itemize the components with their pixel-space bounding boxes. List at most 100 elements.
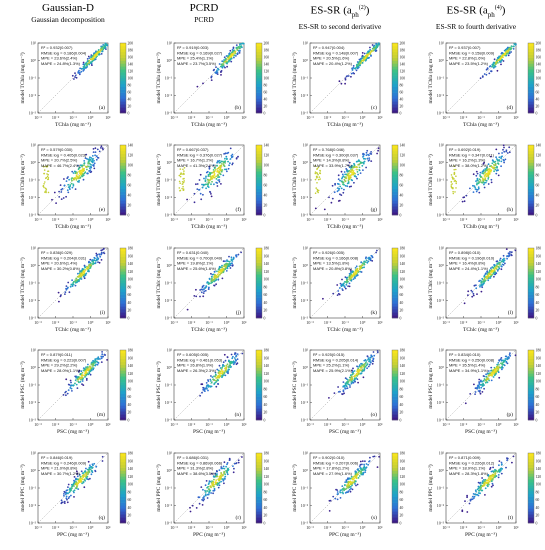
data-point (486, 168, 489, 171)
data-point (65, 390, 67, 393)
data-point (490, 70, 493, 73)
data-point (503, 150, 506, 153)
x-axis-label: PSC (mg m⁻³) (465, 428, 497, 435)
colorbar-tick-label: 160 (400, 254, 406, 258)
colorbar-segment (528, 98, 534, 102)
data-point (353, 370, 356, 372)
data-point (500, 165, 502, 168)
data-point (365, 54, 368, 57)
data-point (219, 375, 222, 378)
data-point (487, 482, 490, 485)
colorbar-segment (392, 464, 398, 468)
data-point (492, 466, 494, 469)
data-point (361, 370, 364, 373)
data-point (351, 68, 354, 71)
colorbar-segment (120, 174, 126, 178)
colorbar-segment (256, 57, 262, 61)
data-point (369, 46, 371, 49)
data-point (183, 172, 185, 175)
data-point (482, 375, 485, 377)
colorbar-tick-label: 20 (128, 204, 132, 208)
data-point (361, 54, 364, 57)
data-point (222, 161, 225, 164)
x-tick-label: 10⁻³ (306, 217, 314, 222)
y-tick-label: 10¹ (167, 41, 173, 46)
colorbar-segment (120, 268, 126, 272)
data-point (490, 267, 492, 270)
data-point (70, 387, 73, 390)
colorbar-segment (528, 303, 534, 307)
data-point (235, 359, 238, 362)
colorbar-segment (392, 177, 398, 181)
colorbar-segment (256, 493, 262, 498)
colorbar-segment (120, 147, 126, 152)
data-point (491, 369, 494, 372)
data-point (505, 54, 508, 57)
data-point (501, 363, 504, 366)
colorbar-tick-label: 60 (536, 184, 540, 188)
colorbar-segment (528, 376, 534, 380)
data-point (217, 379, 220, 382)
data-point (224, 260, 226, 263)
data-point (84, 157, 87, 160)
data-point (233, 467, 235, 470)
stats-text: RMSE log = 0.158(0.009) (449, 50, 495, 55)
colorbar-tick-label: 60 (128, 91, 132, 95)
data-point (223, 165, 226, 168)
data-point (207, 389, 209, 392)
data-point (354, 375, 356, 378)
colorbar-tick-label: 20 (128, 514, 132, 518)
scatter-panel-c: 10⁻³10⁻³10⁻²10⁻²10⁻¹10⁻¹10⁰10⁰10¹10¹TChl… (291, 41, 405, 129)
data-point (363, 263, 366, 266)
data-point (82, 269, 85, 272)
y-tick-label: 10¹ (303, 41, 309, 46)
panel-letter: (a) (99, 104, 105, 111)
data-point (497, 371, 500, 374)
data-point (196, 183, 199, 185)
data-point (217, 160, 220, 163)
colorbar-segment (120, 399, 126, 403)
stats-text: MPE = 31.3%(2.8%) (177, 466, 214, 471)
panel-letter: (f) (236, 206, 242, 213)
data-point (221, 366, 224, 369)
colorbar-segment (392, 482, 398, 486)
data-point (479, 392, 482, 395)
data-point (478, 492, 481, 495)
y-tick-label: 10⁻³ (301, 111, 309, 116)
data-point (57, 291, 60, 294)
x-axis-label: TChla (mg m⁻³) (55, 121, 91, 128)
y-tick-label: 10⁰ (166, 58, 172, 63)
data-point (494, 266, 497, 269)
colorbar-segment (120, 315, 126, 319)
y-tick-label: 10⁻³ (301, 213, 309, 218)
x-tick-label: 10⁻³ (442, 525, 450, 530)
data-point (506, 48, 508, 50)
colorbar-tick-label: 120 (400, 475, 406, 479)
data-point (47, 178, 50, 181)
data-point (218, 479, 221, 482)
data-point (238, 52, 241, 54)
x-tick-label: 10⁻² (188, 217, 196, 222)
data-point (209, 489, 212, 492)
y-tick-label: 10⁻³ (165, 521, 173, 526)
data-point (370, 151, 372, 153)
y-tick-label: 10⁻³ (437, 111, 445, 116)
data-point (71, 170, 74, 173)
one-to-one-line (37, 452, 109, 524)
data-point (94, 364, 97, 367)
data-point (328, 196, 330, 199)
data-point (492, 272, 495, 275)
data-point (72, 482, 75, 485)
data-point (494, 474, 496, 476)
colorbar-tick-label: 0 (536, 112, 538, 116)
data-point (202, 386, 205, 389)
data-point (367, 53, 370, 56)
data-point (371, 355, 374, 358)
data-point (491, 482, 494, 485)
x-axis-label: TChla (mg m⁻³) (327, 121, 363, 128)
y-tick-label: 10⁰ (30, 58, 36, 63)
data-point (224, 473, 227, 476)
data-point (453, 165, 456, 167)
y-tick-label: 10⁻³ (165, 316, 173, 321)
data-point (232, 49, 235, 52)
